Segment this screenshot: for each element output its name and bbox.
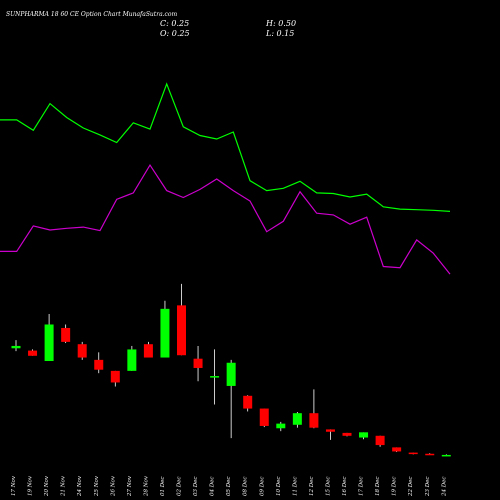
- candle-body: [392, 447, 402, 452]
- candles: [11, 283, 451, 457]
- candle-5: [94, 352, 104, 374]
- candle-18: [309, 389, 319, 429]
- candle-3: [61, 324, 71, 344]
- candle-body: [276, 423, 286, 429]
- x-tick-label: 17 Dec: [359, 477, 365, 497]
- x-tick-label: 21 Nov: [61, 475, 67, 497]
- x-tick-label: 22 Dec: [408, 477, 414, 498]
- candle-2: [44, 314, 54, 362]
- low-value: L: 0.15: [265, 29, 294, 38]
- close-value: C: 0.25: [160, 19, 189, 28]
- candle-body: [259, 408, 269, 426]
- candle-6: [110, 370, 120, 387]
- candle-body: [61, 327, 71, 342]
- candle-body: [94, 359, 104, 370]
- x-tick-label: 15 Dec: [325, 477, 331, 497]
- x-tick-label: 17 Nov: [11, 475, 17, 496]
- candle-1: [28, 349, 38, 356]
- candle-17: [292, 412, 302, 428]
- candle-body: [44, 324, 54, 362]
- x-tick-label: 23 Dec: [425, 477, 431, 498]
- x-tick-label: 10 Dec: [276, 477, 282, 497]
- candle-26: [441, 454, 451, 457]
- candle-10: [177, 283, 186, 356]
- upper-band-line: [0, 82, 451, 212]
- x-tick-label: 26 Nov: [110, 475, 116, 497]
- candle-22: [375, 435, 385, 447]
- candle-4: [77, 341, 87, 360]
- x-tick-label: 24 Dec: [441, 477, 447, 498]
- candle-12: [210, 349, 220, 405]
- candle-23: [392, 447, 402, 453]
- x-tick-label: 09 Dec: [259, 477, 265, 497]
- candle-body: [210, 376, 220, 378]
- x-tick-label: 24 Nov: [77, 475, 83, 497]
- candle-body: [77, 344, 87, 358]
- x-tick-label: 20 Nov: [44, 475, 50, 497]
- candle-25: [425, 453, 435, 456]
- high-value: H: 0.50: [265, 19, 296, 28]
- candle-body: [28, 350, 38, 356]
- candle-body: [342, 432, 352, 436]
- candle-11: [193, 345, 203, 382]
- candle-body: [441, 454, 451, 457]
- candle-16: [276, 421, 286, 432]
- candle-20: [342, 432, 352, 437]
- candle-body: [177, 305, 186, 356]
- x-tick-label: 19 Nov: [28, 475, 34, 496]
- x-tick-label: 01 Dec: [160, 477, 166, 497]
- candle-15: [259, 408, 269, 428]
- x-tick-label: 02 Dec: [177, 477, 183, 497]
- x-tick-label: 12 Dec: [309, 477, 315, 497]
- indicator-lines: [0, 82, 451, 275]
- x-tick-label: 05 Dec: [226, 477, 232, 497]
- candle-body: [359, 432, 369, 438]
- x-tick-label: 16 Dec: [342, 477, 348, 497]
- x-tick-label: 25 Nov: [94, 475, 100, 497]
- x-tick-label: 27 Nov: [127, 475, 133, 497]
- candle-7: [127, 345, 137, 371]
- candle-body: [226, 362, 236, 386]
- candle-body: [160, 308, 170, 358]
- candle-0: [11, 340, 21, 352]
- open-value: O: 0.25: [160, 29, 190, 38]
- x-axis-ticks: 17 Nov 19 Nov 20 Nov 21 Nov 24 Nov 25 Nov 26 N…: [11, 475, 447, 497]
- candle-body: [143, 344, 153, 358]
- lower-band-line: [0, 163, 451, 275]
- candle-body: [243, 395, 253, 409]
- chart-title: SUNPHARMA 18 60 CE Option Chart MunafaSu…: [6, 11, 178, 18]
- candle-body: [425, 453, 435, 456]
- x-tick-label: 11 Dec: [292, 477, 298, 497]
- candle-9: [160, 300, 170, 358]
- candle-body: [375, 435, 385, 446]
- x-tick-label: 19 Dec: [392, 477, 398, 497]
- x-tick-label: 03 Dec: [193, 477, 199, 497]
- candle-13: [226, 359, 236, 439]
- candle-body: [127, 349, 137, 371]
- candle-8: [143, 341, 153, 358]
- candle-21: [359, 432, 369, 440]
- candle-body: [408, 452, 418, 455]
- candle-body: [193, 358, 203, 368]
- x-tick-label: 28 Nov: [143, 475, 149, 497]
- x-tick-label: 04 Dec: [210, 477, 216, 497]
- candle-body: [11, 345, 21, 349]
- candle-body: [309, 413, 319, 428]
- candle-24: [408, 452, 418, 455]
- candle-body: [292, 413, 302, 425]
- x-tick-label: 08 Dec: [243, 477, 249, 497]
- x-tick-label: 18 Dec: [375, 477, 381, 497]
- candle-body: [325, 429, 335, 432]
- candle-19: [325, 429, 335, 440]
- candle-body: [110, 370, 120, 383]
- candle-14: [243, 395, 253, 412]
